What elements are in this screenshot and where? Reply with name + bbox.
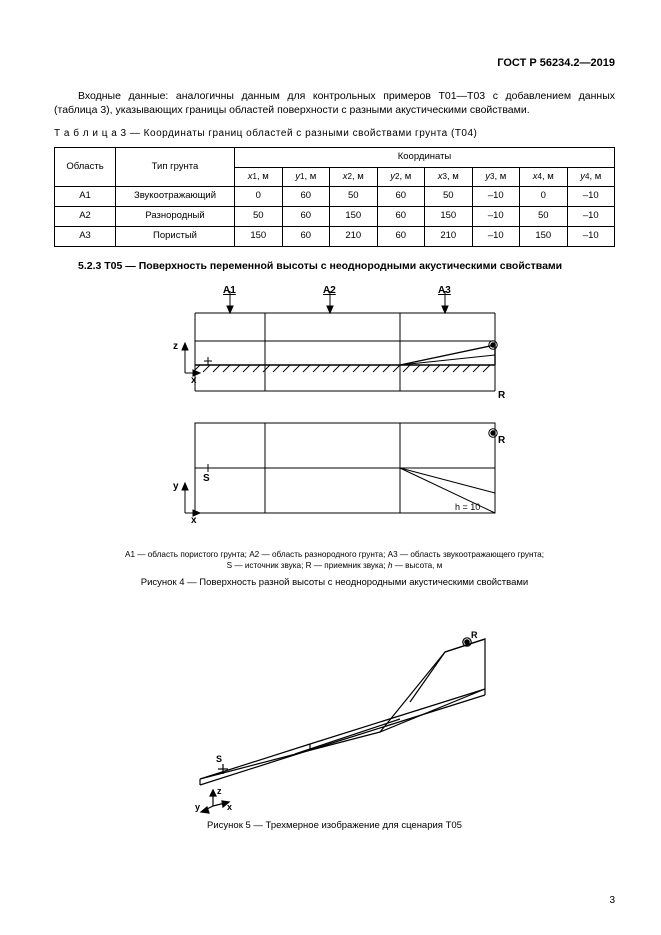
cell: 50	[330, 187, 378, 207]
cell: А2	[55, 207, 116, 227]
section-523-head: 5.2.3 Т05 — Поверхность переменной высот…	[54, 259, 615, 273]
fig5-label-y: y	[195, 802, 200, 812]
fig4-label-s: S	[203, 473, 210, 484]
figure5: S R z x y	[54, 604, 615, 814]
th-x2: x2, м	[330, 167, 378, 187]
cell: Пористый	[116, 226, 235, 246]
fig4-label-z: z	[173, 341, 178, 352]
cell: 150	[330, 207, 378, 227]
th-area: Область	[55, 147, 116, 187]
cell: 50	[425, 187, 473, 207]
th-x4: x4, м	[520, 167, 568, 187]
document-page: ГОСТ Р 56234.2—2019 Входные данные: анал…	[0, 0, 661, 935]
fig4-label-h: h = 10	[455, 502, 480, 512]
cell: 50	[235, 207, 283, 227]
cell: 150	[425, 207, 473, 227]
cell: –10	[567, 187, 615, 207]
cell: 150	[520, 226, 568, 246]
cell: –10	[567, 207, 615, 227]
fig4-label-r: R	[498, 435, 506, 446]
page-number: 3	[609, 894, 615, 908]
figure4-svg: А1 А2 А3 z x S R y x h = 10 R	[145, 283, 525, 543]
fig4-label-x: x	[191, 375, 197, 386]
cell: 60	[377, 187, 425, 207]
cell: –10	[567, 226, 615, 246]
table-row: А2 Разнородный 50 60 150 60 150 –10 50 –…	[55, 207, 615, 227]
table3-caption: Т а б л и ц а 3 — Координаты границ обла…	[54, 127, 615, 141]
cell: А3	[55, 226, 116, 246]
cell: 0	[235, 187, 283, 207]
figure4: А1 А2 А3 z x S R y x h = 10 R	[54, 283, 615, 543]
fig4-label-y: y	[173, 481, 179, 492]
cell: –10	[472, 226, 520, 246]
cell: А1	[55, 187, 116, 207]
document-id: ГОСТ Р 56234.2—2019	[54, 56, 615, 71]
cell: 50	[520, 207, 568, 227]
fig5-label-r: R	[471, 630, 478, 640]
cell: 60	[282, 187, 330, 207]
cell: 60	[377, 207, 425, 227]
fig4-label-a2: А2	[323, 285, 336, 296]
cell: 60	[282, 207, 330, 227]
th-type: Тип грунта	[116, 147, 235, 187]
table-row: А1 Звукоотражающий 0 60 50 60 50 –10 0 –…	[55, 187, 615, 207]
figure5-svg: S R z x y	[155, 604, 515, 814]
cell: 150	[235, 226, 283, 246]
th-y1: y1, м	[282, 167, 330, 187]
th-y3: y3, м	[472, 167, 520, 187]
cell: Разнородный	[116, 207, 235, 227]
th-x3: x3, м	[425, 167, 473, 187]
cell: 60	[282, 226, 330, 246]
cell: 210	[330, 226, 378, 246]
table3-caption-rest: — Координаты границ областей с разными с…	[127, 128, 478, 139]
figure4-legend: А1 — область пористого грунта; А2 — обла…	[54, 549, 615, 571]
cell: 60	[377, 226, 425, 246]
fig5-label-s: S	[216, 754, 222, 764]
cell: 210	[425, 226, 473, 246]
figure4-caption: Рисунок 4 — Поверхность разной высоты с …	[54, 577, 615, 590]
fig5-label-x: x	[227, 802, 232, 812]
table-row: А3 Пористый 150 60 210 60 210 –10 150 –1…	[55, 226, 615, 246]
table3: Область Тип грунта Координаты x1, м y1, …	[54, 147, 615, 247]
cell: Звукоотражающий	[116, 187, 235, 207]
th-y4: y4, м	[567, 167, 615, 187]
fig4-label-r2: R	[498, 390, 506, 401]
fig4-label-a3: А3	[438, 285, 451, 296]
table3-caption-prefix: Т а б л и ц а 3	[54, 128, 127, 139]
fig4-label-a1: А1	[223, 285, 236, 296]
cell: 0	[520, 187, 568, 207]
intro-paragraph: Входные данные: аналогичны данным для ко…	[54, 89, 615, 117]
fig5-label-z: z	[217, 786, 222, 796]
cell: –10	[472, 207, 520, 227]
th-y2: y2, м	[377, 167, 425, 187]
fig4-label-x2: x	[191, 515, 197, 526]
figure5-caption: Рисунок 5 — Трехмерное изображение для с…	[54, 820, 615, 833]
th-coords: Координаты	[235, 147, 615, 167]
th-x1: x1, м	[235, 167, 283, 187]
cell: –10	[472, 187, 520, 207]
